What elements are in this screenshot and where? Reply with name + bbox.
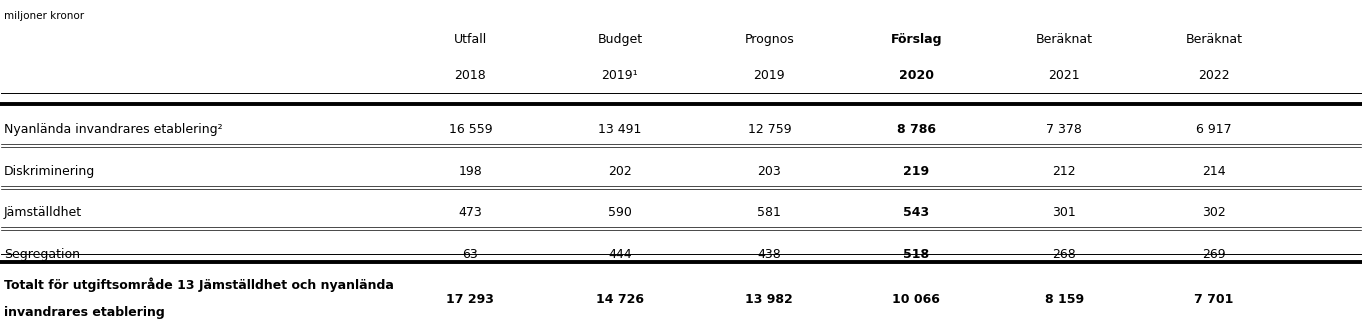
Text: 17 293: 17 293	[447, 293, 494, 306]
Text: 473: 473	[459, 206, 482, 219]
Text: 212: 212	[1053, 165, 1076, 178]
Text: 8 786: 8 786	[896, 123, 936, 136]
Text: 203: 203	[757, 165, 782, 178]
Text: Prognos: Prognos	[745, 33, 794, 47]
Text: 6 917: 6 917	[1196, 123, 1231, 136]
Text: miljoner kronor: miljoner kronor	[4, 11, 84, 21]
Text: 2019: 2019	[753, 68, 785, 82]
Text: 219: 219	[903, 165, 929, 178]
Text: 2018: 2018	[455, 68, 486, 82]
Text: Budget: Budget	[598, 33, 643, 47]
Text: 444: 444	[607, 248, 632, 261]
Text: Diskriminering: Diskriminering	[4, 165, 95, 178]
Text: 198: 198	[459, 165, 482, 178]
Text: 16 559: 16 559	[448, 123, 492, 136]
Text: 2022: 2022	[1199, 68, 1230, 82]
Text: 14 726: 14 726	[595, 293, 644, 306]
Text: 8 159: 8 159	[1045, 293, 1084, 306]
Text: 590: 590	[607, 206, 632, 219]
Text: Beräknat: Beräknat	[1035, 33, 1092, 47]
Text: 13 491: 13 491	[598, 123, 642, 136]
Text: 2021: 2021	[1049, 68, 1080, 82]
Text: 10 066: 10 066	[892, 293, 940, 306]
Text: 63: 63	[463, 248, 478, 261]
Text: 269: 269	[1203, 248, 1226, 261]
Text: Totalt för utgiftsområde 13 Jämställdhet och nyanlända: Totalt för utgiftsområde 13 Jämställdhet…	[4, 277, 394, 292]
Text: 214: 214	[1203, 165, 1226, 178]
Text: Nyanlända invandrares etablering²: Nyanlända invandrares etablering²	[4, 123, 223, 136]
Text: 202: 202	[607, 165, 632, 178]
Text: 301: 301	[1053, 206, 1076, 219]
Text: 7 701: 7 701	[1194, 293, 1234, 306]
Text: Jämställdhet: Jämställdhet	[4, 206, 82, 219]
Text: 2019¹: 2019¹	[602, 68, 639, 82]
Text: 543: 543	[903, 206, 929, 219]
Text: Utfall: Utfall	[454, 33, 488, 47]
Text: Beräknat: Beräknat	[1185, 33, 1242, 47]
Text: Segregation: Segregation	[4, 248, 80, 261]
Text: 581: 581	[757, 206, 782, 219]
Text: 438: 438	[757, 248, 782, 261]
Text: 268: 268	[1053, 248, 1076, 261]
Text: invandrares etablering: invandrares etablering	[4, 306, 165, 318]
Text: 518: 518	[903, 248, 929, 261]
Text: 2020: 2020	[899, 68, 933, 82]
Text: 13 982: 13 982	[745, 293, 793, 306]
Text: 302: 302	[1201, 206, 1226, 219]
Text: 12 759: 12 759	[748, 123, 791, 136]
Text: Förslag: Förslag	[891, 33, 943, 47]
Text: 7 378: 7 378	[1046, 123, 1083, 136]
